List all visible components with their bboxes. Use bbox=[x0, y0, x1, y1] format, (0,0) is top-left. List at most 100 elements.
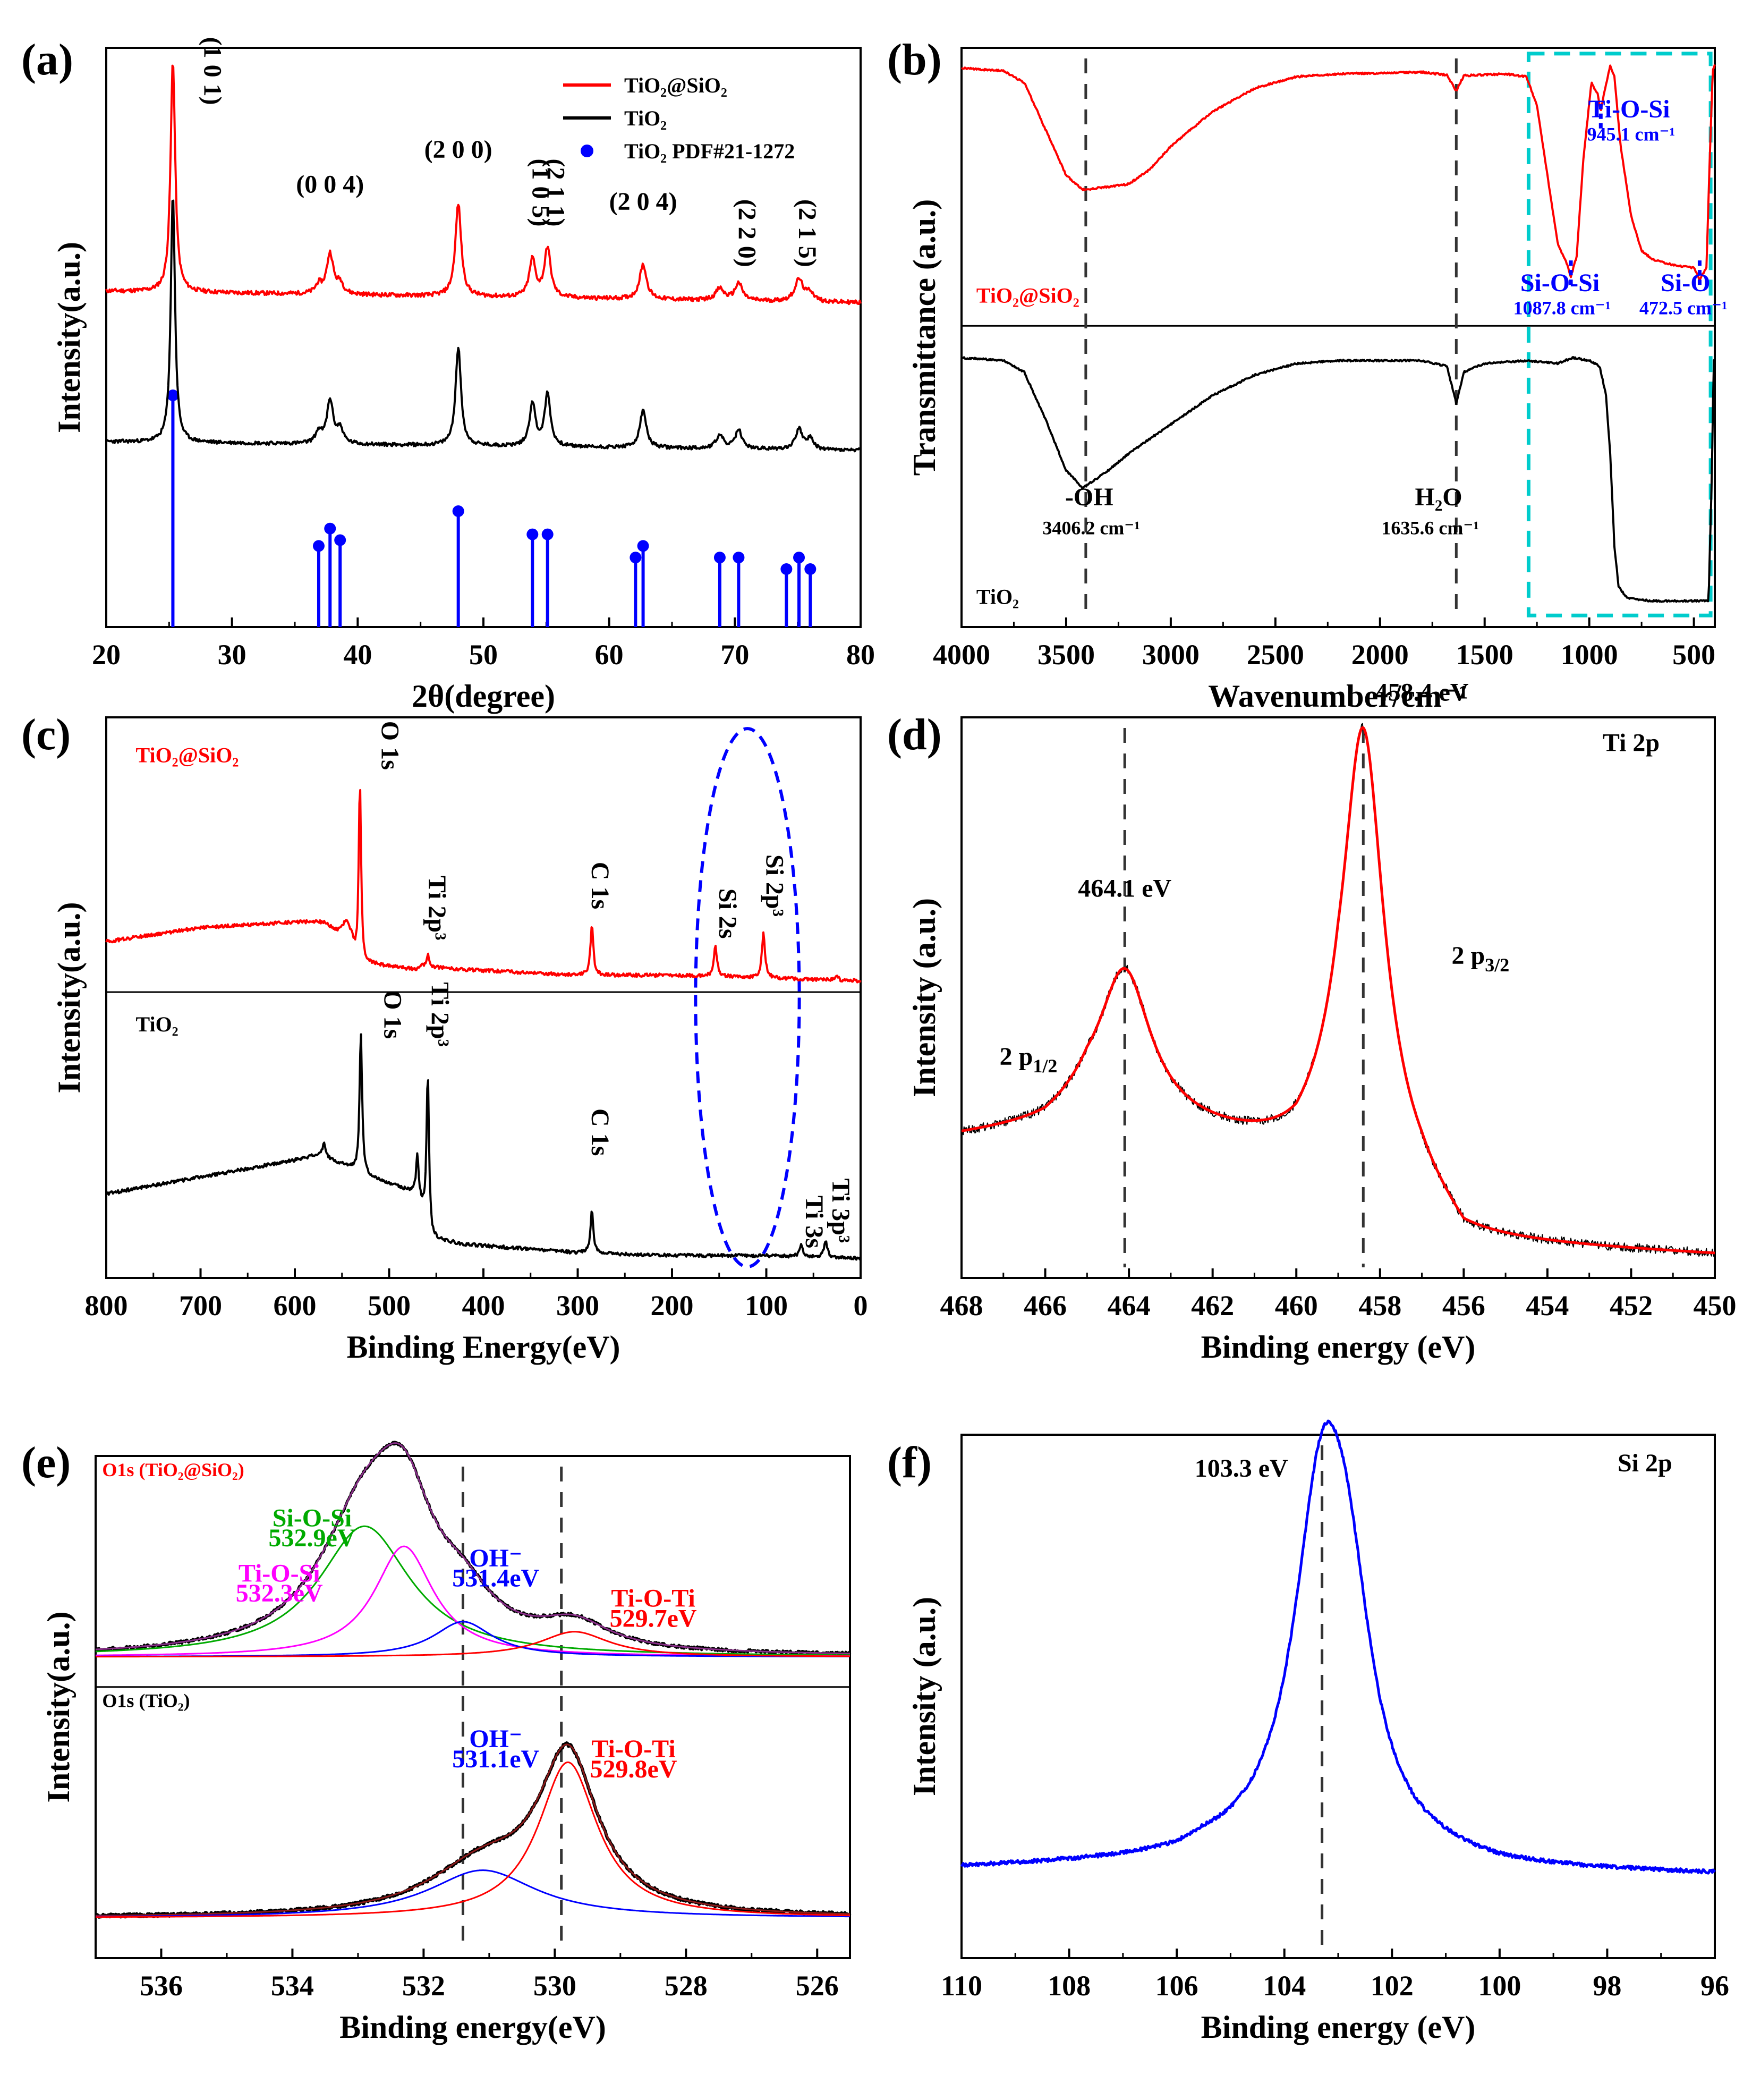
x-tick-label: 500 bbox=[1672, 639, 1715, 671]
x-tick-label: 20 bbox=[92, 639, 121, 671]
annotation: Si 2p³ bbox=[761, 854, 789, 917]
series-line bbox=[96, 1631, 850, 1658]
x-tick-label: 102 bbox=[1371, 1970, 1414, 2002]
series-line bbox=[106, 199, 862, 453]
annotation: Ti 2p bbox=[1603, 729, 1660, 757]
panel-label: (f) bbox=[887, 1438, 932, 1487]
series-line bbox=[960, 1419, 1716, 1875]
x-tick-label: 110 bbox=[941, 1970, 982, 2002]
x-tick-label: 96 bbox=[1700, 1970, 1729, 2002]
legend-label: TiO₂@SiO₂ bbox=[624, 73, 727, 97]
annotation: (0 0 4) bbox=[296, 171, 364, 199]
x-tick-label: 460 bbox=[1275, 1290, 1318, 1322]
plot-frame bbox=[105, 47, 862, 628]
x-tick-label: 500 bbox=[368, 1290, 411, 1322]
panel-label: (d) bbox=[887, 710, 942, 759]
annotation: 1087.8 cm⁻¹ bbox=[1513, 297, 1611, 318]
annotation: 464.1 eV bbox=[1078, 875, 1171, 903]
annotation: O1s (TiO₂@SiO₂) bbox=[102, 1459, 244, 1480]
annotation: (1 0 5) bbox=[526, 159, 555, 227]
series-line bbox=[105, 64, 862, 306]
annotation: 472.5 cm⁻¹ bbox=[1639, 297, 1728, 318]
y-axis-label: Intensity (a.u.) bbox=[907, 1597, 942, 1796]
x-tick-label: 454 bbox=[1526, 1290, 1569, 1322]
x-tick-label: 450 bbox=[1694, 1290, 1737, 1322]
x-axis-label: Binding energy(eV) bbox=[339, 2010, 606, 2045]
series-line bbox=[96, 1869, 850, 1918]
annotation: (2 1 5) bbox=[793, 199, 821, 267]
annotation: O 1s bbox=[376, 721, 404, 770]
annotation: 103.3 eV bbox=[1195, 1454, 1288, 1483]
annotation: Si-O-Si bbox=[273, 1504, 352, 1532]
annotation: H₂O bbox=[1415, 483, 1462, 511]
series-label: TiO₂ bbox=[136, 1012, 178, 1036]
annotation-subscript: 1/2 bbox=[1033, 1055, 1057, 1077]
series-label: TiO₂@SiO₂ bbox=[976, 284, 1079, 308]
x-tick-label: 60 bbox=[595, 639, 624, 671]
x-tick-label: 50 bbox=[469, 639, 498, 671]
legend-swatch bbox=[581, 145, 593, 157]
x-tick-label: 700 bbox=[179, 1290, 222, 1322]
annotation: (1 0 1) bbox=[199, 37, 227, 105]
plot-frame bbox=[960, 1434, 1716, 1959]
series-line bbox=[961, 726, 1715, 1255]
annotation-subscript: 3/2 bbox=[1485, 954, 1509, 976]
x-tick-label: 108 bbox=[1048, 1970, 1091, 2002]
panel-b: (b) 4000 3500 3000 2500 2000 1500 1000 500 Wavenu… bbox=[887, 35, 1728, 714]
panel-c: (c) 800 700 600 500 400 300 200 100 0 Binding Ener… bbox=[21, 710, 868, 1365]
annotation: 3406.2 cm⁻¹ bbox=[1042, 518, 1140, 539]
annotation: 532.9eV bbox=[268, 1524, 355, 1552]
x-tick-label: 530 bbox=[533, 1970, 576, 2002]
panel-d: (d) 468 466 464 462 460 458 456 454 452 450 Binding… bbox=[887, 678, 1737, 1365]
x-tick-label: 2000 bbox=[1351, 639, 1409, 671]
series-label: TiO₂ bbox=[976, 585, 1019, 608]
series-label: TiO₂@SiO₂ bbox=[136, 743, 239, 767]
plot-frame bbox=[95, 1455, 851, 1959]
panel-label: (b) bbox=[887, 35, 942, 84]
annotation: (2 0 0) bbox=[424, 136, 492, 164]
panel-e: (e) 536 534 532 530 528 526 Binding energy(eV) I… bbox=[21, 1438, 852, 2045]
series-line bbox=[95, 1525, 850, 1656]
reference-dot bbox=[312, 540, 325, 552]
annotation: -OH bbox=[1065, 483, 1113, 511]
x-tick-label: 4000 bbox=[933, 639, 990, 671]
annotation: C 1s bbox=[586, 862, 614, 909]
reference-dot bbox=[733, 552, 745, 564]
annotation: Si 2s bbox=[713, 888, 742, 939]
panel-label: (c) bbox=[21, 710, 71, 759]
plot-frame bbox=[960, 716, 1716, 1279]
series-line bbox=[105, 1033, 862, 1261]
annotation: (2 1 1) bbox=[542, 159, 570, 227]
reference-dot bbox=[713, 552, 726, 564]
reference-dot bbox=[334, 534, 346, 546]
annotation: Ti-O-Si bbox=[1588, 95, 1670, 123]
x-tick-label: 30 bbox=[218, 639, 246, 671]
series-line bbox=[961, 723, 1715, 1258]
highlight-box bbox=[1526, 52, 1713, 617]
annotation: Ti 3p³ bbox=[827, 1179, 855, 1243]
panel-a: (a) 20 30 40 50 60 70 80 2θ(degree) Intensity(a.u… bbox=[21, 35, 875, 714]
highlight-ellipse bbox=[694, 727, 801, 1268]
x-tick-label: 70 bbox=[720, 639, 749, 671]
x-tick-label: 466 bbox=[1024, 1290, 1067, 1322]
x-tick-label: 600 bbox=[274, 1290, 317, 1322]
x-axis-label: Wavenumber/cm⁻¹ bbox=[1208, 679, 1468, 714]
reference-dot bbox=[630, 552, 642, 564]
reference-dot bbox=[804, 563, 817, 575]
annotation: OH⁻ bbox=[469, 1544, 522, 1572]
series-line bbox=[961, 64, 1716, 281]
annotation: 1635.6 cm⁻¹ bbox=[1381, 518, 1479, 539]
panel-f: (f) 110 108 106 104 102 100 98 96 Binding energy … bbox=[887, 1419, 1729, 2045]
legend-label: TiO₂ bbox=[624, 106, 667, 130]
annotation: Ti-O-Ti bbox=[611, 1585, 695, 1613]
annotation: 458.4 eV bbox=[1375, 678, 1469, 706]
reference-dot bbox=[324, 522, 336, 535]
annotation: (2 2 0) bbox=[733, 199, 761, 267]
annotation: Si 2p bbox=[1618, 1449, 1672, 1477]
x-tick-label: 100 bbox=[745, 1290, 788, 1322]
plot-frame bbox=[105, 716, 862, 1279]
x-axis-label: Binding energy (eV) bbox=[1201, 2010, 1476, 2045]
x-tick-label: 2500 bbox=[1247, 639, 1304, 671]
panel-label: (e) bbox=[21, 1438, 71, 1487]
